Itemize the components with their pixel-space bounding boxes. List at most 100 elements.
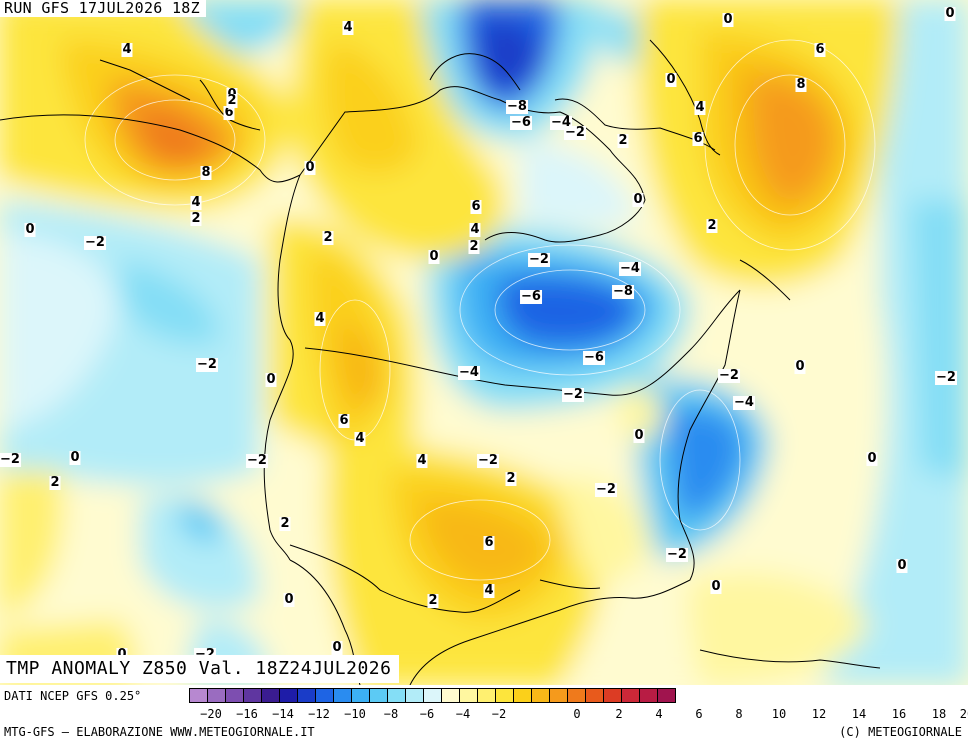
contour-label: 0 [428,249,440,264]
contour-label: 4 [121,42,133,57]
color-scale-swatch [604,688,622,703]
contour-label: 0 [265,372,277,387]
color-scale-tick: 14 [851,707,867,721]
contour-label: 2 [322,230,334,245]
contour-label: 4 [314,311,326,326]
contour-label: 0 [283,592,295,607]
contour-label: 2 [226,93,238,108]
color-scale-swatch [442,688,460,703]
contour-label: 0 [944,6,956,21]
data-source: DATI NCEP GFS 0.25° [4,689,142,703]
color-scale-tick: −14 [272,707,294,721]
contour-label: −6 [520,289,542,304]
contour-label: −2 [562,387,584,402]
color-scale-tick: 6 [695,707,703,721]
color-scale-swatch [460,688,478,703]
color-scale-swatch [370,688,388,703]
contour-label: 2 [190,211,202,226]
color-scale-tick: −16 [236,707,258,721]
color-scale-swatch [586,688,604,703]
color-scale-tick: 18 [931,707,947,721]
color-scale-tick: 8 [735,707,743,721]
contour-label: 6 [814,42,826,57]
color-scale-swatch [406,688,424,703]
contour-label: 6 [338,413,350,428]
map-title: TMP ANOMALY Z850 Val. 18Z24JUL2026 [0,655,400,683]
color-scale-swatch [190,688,208,703]
color-scale-swatch [244,688,262,703]
color-scale-tick: −2 [491,707,507,721]
color-scale-tick: 20 [959,707,968,721]
color-scale-swatch [658,688,676,703]
contour-label: 2 [49,475,61,490]
footer: DATI NCEP GFS 0.25° −20 −16 −14 −12 −10 −8 −6−… [0,685,968,745]
contour-label: 6 [470,199,482,214]
contour-label: −2 [196,357,218,372]
color-scale-tick: −4 [455,707,471,721]
color-scale-swatch [352,688,370,703]
contour-label: 4 [354,431,366,446]
contour-label: 0 [794,359,806,374]
color-scale-tick: 12 [811,707,827,721]
contour-label: −4 [619,261,641,276]
color-scale-tick: −8 [383,707,399,721]
contour-label: 2 [706,218,718,233]
contour-label: −2 [528,252,550,267]
contour-label: 0 [866,451,878,466]
color-scale-swatch [388,688,406,703]
color-scale-swatch [262,688,280,703]
color-scale-swatch [226,688,244,703]
color-scale-swatch [424,688,442,703]
coastlines [0,39,881,685]
color-scale-swatch [532,688,550,703]
contour-label: 0 [304,160,316,175]
contour-label: −2 [246,453,268,468]
color-scale-swatch [550,688,568,703]
contour-label: −2 [0,452,21,467]
contour-label: 0 [665,72,677,87]
color-scale-swatch [622,688,640,703]
contour-label: 6 [223,105,235,120]
contour-label: 0 [632,192,644,207]
contour-label: 4 [469,222,481,237]
color-scale-tick: −6 [419,707,435,721]
contour-label: −2 [477,453,499,468]
contour-label: 6 [692,131,704,146]
run-label: RUN GFS 17JUL2026 18Z [0,0,206,17]
contour-label: −6 [583,350,605,365]
contour-label: 2 [427,593,439,608]
contour-label: −8 [506,99,528,114]
color-scale-swatch [334,688,352,703]
contour-label: 4 [416,453,428,468]
color-scale [189,688,676,703]
color-scale-ticks: −20−16−14−12−10−8−6−4−202468101214161820 [189,707,968,721]
color-scale-swatch [568,688,586,703]
color-scale-tick: 10 [771,707,787,721]
color-scale-swatch [640,688,658,703]
color-scale-tick: 4 [655,707,663,721]
contour-label: −2 [666,547,688,562]
contour-label: 8 [795,77,807,92]
contour-label: 0 [896,558,908,573]
color-scale-tick: 16 [891,707,907,721]
contour-label: 2 [617,133,629,148]
color-scale-swatch [496,688,514,703]
color-scale-swatch [298,688,316,703]
contour-label: −8 [612,284,634,299]
color-scale-swatch [478,688,496,703]
contour-label: 0 [69,450,81,465]
credit-right: (C) METEOGIORNALE [839,725,962,739]
contour-label: −2 [564,125,586,140]
contour-label: 6 [483,535,495,550]
color-scale-swatch [316,688,334,703]
color-scale-tick: −10 [344,707,366,721]
contour-label: 4 [483,583,495,598]
contour-label: 4 [342,20,354,35]
contour-label: 8 [200,165,212,180]
contour-label: 2 [468,239,480,254]
color-scale-swatch [208,688,226,703]
color-scale-tick: −20 [200,707,222,721]
contour-label: −2 [718,368,740,383]
credit-left: MTG-GFS — ELABORAZIONE WWW.METEOGIORNALE… [4,725,315,739]
color-scale-swatch [280,688,298,703]
